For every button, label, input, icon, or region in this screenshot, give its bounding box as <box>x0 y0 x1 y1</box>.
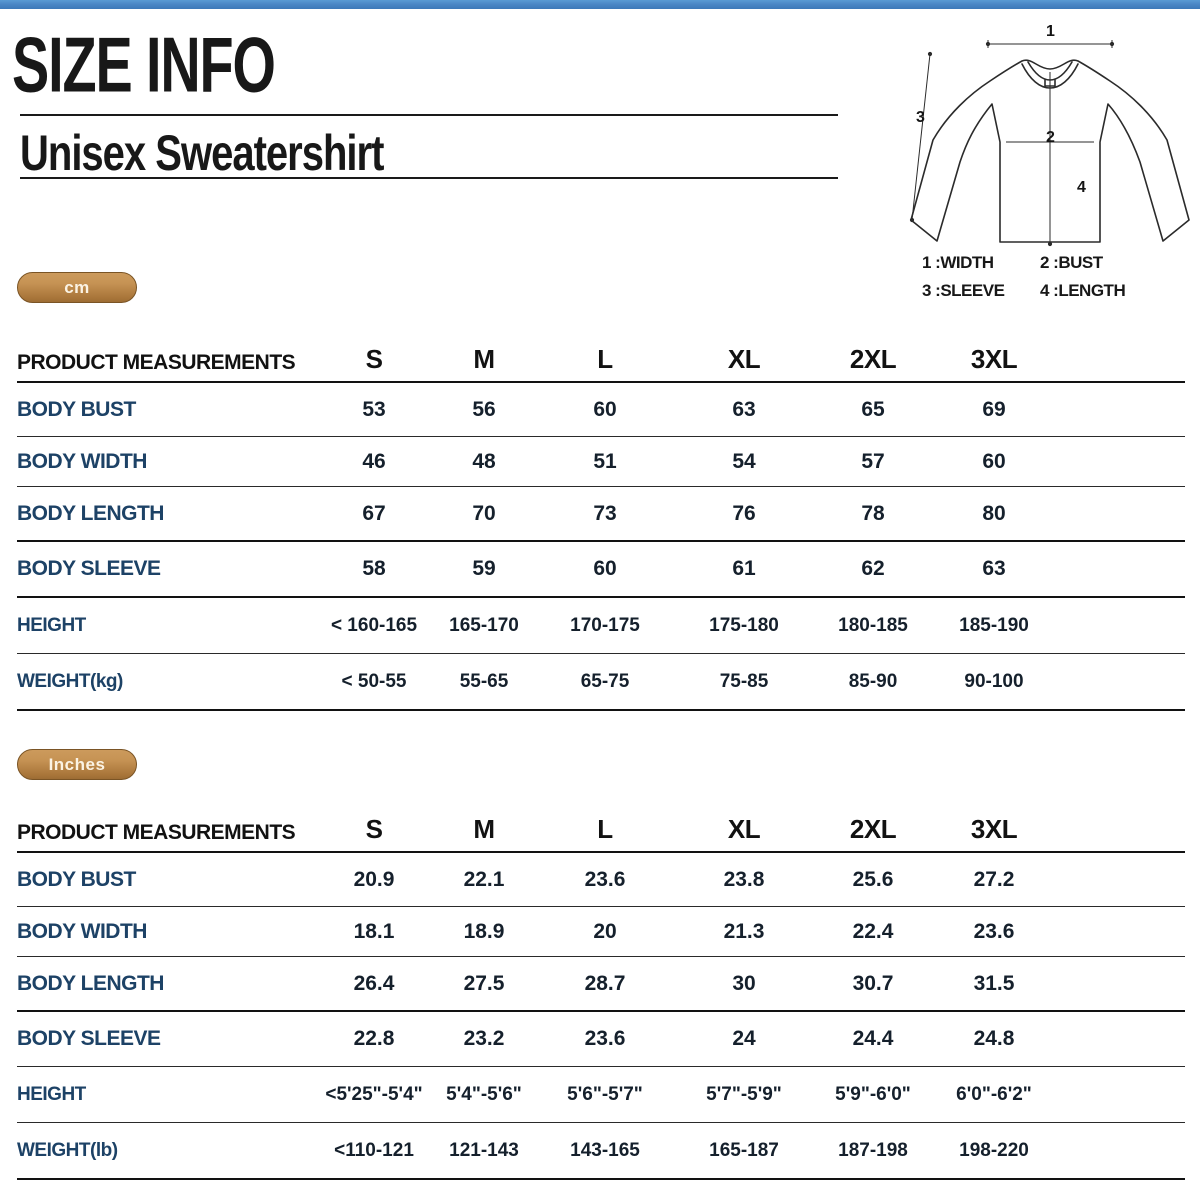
svg-text:3: 3 <box>916 109 925 126</box>
svg-text:2: 2 <box>1046 129 1055 146</box>
svg-text:4: 4 <box>1077 179 1086 196</box>
svg-text:1: 1 <box>1046 23 1055 40</box>
